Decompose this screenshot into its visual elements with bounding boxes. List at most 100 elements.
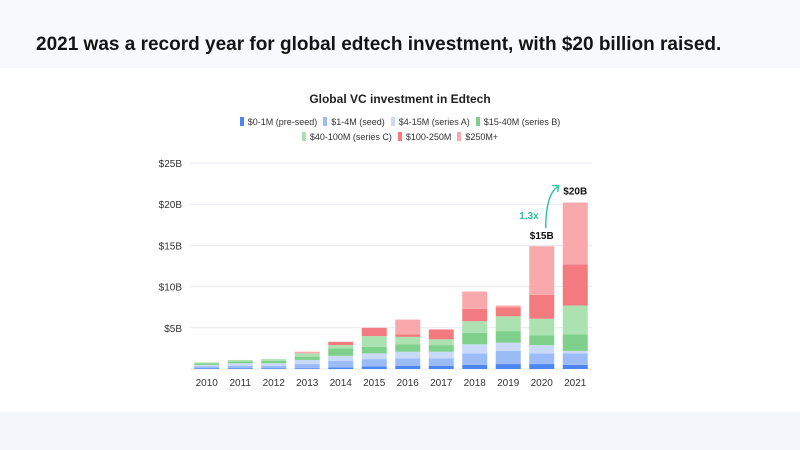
bar-segment [261,359,287,361]
bar-segment [395,365,421,369]
bar-segment [562,264,588,306]
growth-arrow [545,185,559,229]
bar-segment [495,305,521,308]
bar-segment [227,361,253,364]
bar-segment [395,334,421,337]
legend-swatch [390,117,395,126]
x-tick-label: 2010 [196,378,219,389]
bar-segment [529,345,555,354]
legend-label: $1-4M (seed) [331,117,385,127]
legend-swatch [323,117,328,126]
bar-segment [462,291,488,309]
bar-segment [361,346,387,354]
bar-segment [261,365,287,369]
legend-swatch [475,117,480,126]
bar-segment [294,359,320,365]
x-tick-label: 2011 [229,378,251,389]
bar-segment [328,348,354,356]
bar-segment [495,331,521,343]
bar-segment [529,294,555,319]
bar-segment [495,350,521,365]
bar-segment [227,359,253,362]
y-tick-label: $20B [159,200,183,211]
legend-item: $1-4M (seed) [323,115,385,130]
bar-segment [495,364,521,369]
legend-item: $4-15M (series A) [390,115,470,130]
bar-segment [462,364,488,369]
bar-segment [428,351,454,359]
bar-segment [562,353,588,365]
bar-segment [227,365,253,369]
bar-segment [529,335,555,346]
bar-segment [361,359,387,367]
bar-segment [562,202,588,265]
growth-label: 1.3x [519,211,539,222]
bar-segment [428,329,454,340]
bar-segment [395,319,421,335]
legend-swatch [457,132,462,141]
x-tick-label: 2016 [397,378,420,389]
bar-segment [462,353,488,365]
bar-segment [428,345,454,352]
bar-segment [261,360,287,364]
bar-segment [227,363,253,366]
x-tick-label: 2021 [564,378,587,389]
legend-swatch [239,117,244,126]
legend-item: $15-40M (series B) [475,115,561,130]
total-label-2020: $15B [530,231,554,242]
x-tick-label: 2020 [531,378,554,389]
bar-segment [328,367,354,369]
bar-segment [328,360,354,368]
bar-segment [495,316,521,332]
bar-segment [395,336,421,345]
bar-segment [428,365,454,369]
chart-legend: $0-1M (pre-seed) $1-4M (seed) $4-15M (seri… [150,115,650,145]
legend-label: $250M+ [465,132,499,142]
bar-segment [562,305,588,335]
bar-segment [361,366,387,369]
bar-segment [328,345,354,349]
bar-segment [395,358,421,366]
bar-segment [428,339,454,346]
bar-segment [294,353,320,357]
legend-item: $40-100M (series C) [301,130,392,145]
header-background [0,0,800,68]
bar-segment [462,308,488,322]
y-tick-label: $10B [159,283,183,294]
y-tick-label: $5B [164,324,182,335]
bar-segment [395,351,421,359]
x-tick-label: 2013 [296,378,319,389]
legend-label: $40-100M (series C) [309,132,392,142]
bar-segment [462,344,488,354]
bar-segment [294,364,320,369]
bar-segment [328,355,354,361]
total-label-2021: $20B [563,187,587,198]
bar-segment [395,344,421,352]
bar-segment [495,342,521,351]
bar-segment [529,364,555,369]
bar-segment [294,368,320,369]
legend-label: $4-15M (series A) [398,117,470,127]
bar-segment [194,362,220,364]
bar-segment [361,353,387,360]
bar-segment [194,363,220,365]
x-tick-label: 2019 [497,378,520,389]
legend-item: $250M+ [457,130,498,145]
footer-band [0,412,800,450]
bar-segment [562,364,588,369]
legend-label: $15-40M (series B) [483,117,561,127]
bar-segment [562,350,588,354]
y-tick-label: $15B [159,241,183,252]
bar-segment [227,368,253,369]
growth-arrowhead [552,184,560,193]
page-headline: 2021 was a record year for global edtech… [36,34,722,55]
bar-segment [529,353,555,365]
bar-segment [462,332,488,345]
bar-segment [261,363,287,366]
bar-segment [361,327,387,337]
x-tick-label: 2017 [430,378,453,389]
legend-label: $0-1M (pre-seed) [247,117,318,127]
legend-swatch [397,132,402,141]
bar-segment [529,318,555,336]
